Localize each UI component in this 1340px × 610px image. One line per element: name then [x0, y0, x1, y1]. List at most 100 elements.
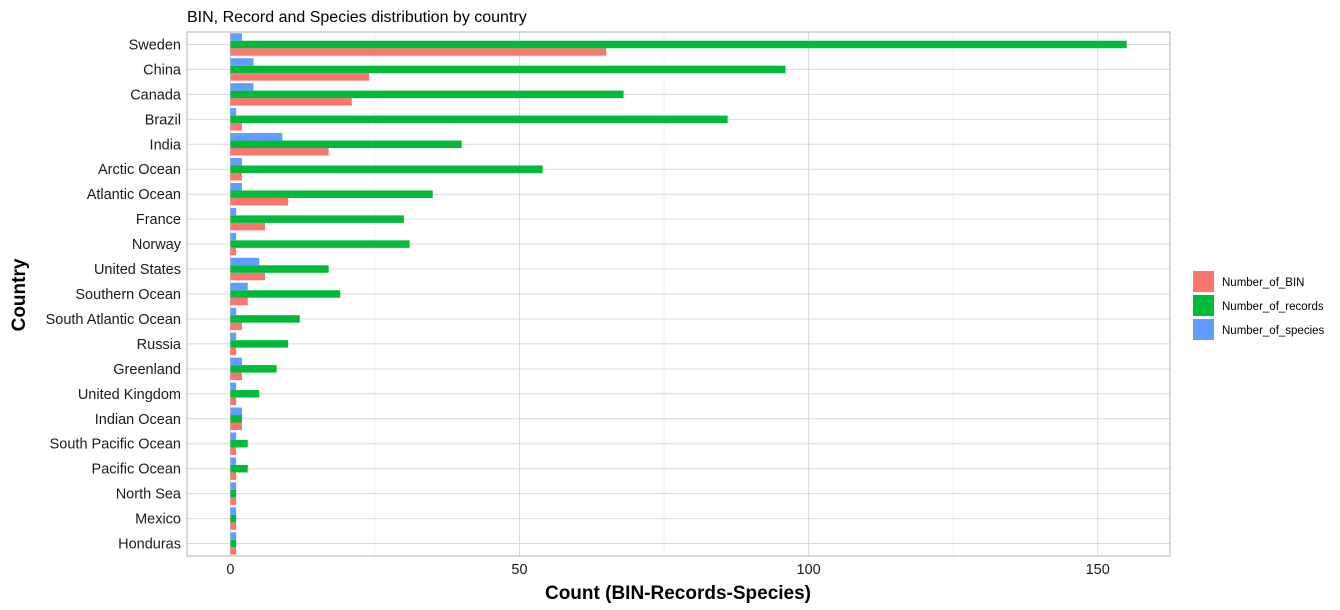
bar-indian-ocean-number-of-bin — [230, 422, 242, 430]
bar-russia-number-of-records — [230, 340, 289, 348]
bar-south-atlantic-ocean-number-of-bin — [230, 322, 242, 331]
bar-mexico-number-of-records — [230, 514, 237, 523]
x-tick-label: 150 — [1086, 562, 1110, 578]
bar-china-number-of-species — [230, 58, 254, 66]
bar-greenland-number-of-bin — [230, 372, 242, 381]
bar-south-atlantic-ocean-number-of-records — [230, 315, 300, 323]
y-tick-label: United States — [94, 262, 181, 278]
x-axis-title: Count (BIN-Records-Species) — [545, 583, 811, 604]
bar-france-number-of-records — [230, 215, 404, 223]
bar-russia-number-of-bin — [230, 347, 237, 356]
bar-united-states-number-of-records — [230, 265, 329, 273]
bar-india-number-of-records — [230, 140, 462, 149]
bar-atlantic-ocean-number-of-records — [230, 190, 433, 198]
bar-honduras-number-of-records — [230, 539, 237, 548]
y-tick-label: United Kingdom — [78, 387, 181, 403]
legend-label: Number_of_records — [1222, 301, 1324, 313]
y-tick-label: India — [150, 137, 182, 153]
bar-india-number-of-species — [230, 133, 283, 141]
bar-pacific-ocean-number-of-species — [230, 457, 237, 465]
bar-pacific-ocean-number-of-records — [230, 464, 248, 473]
x-tick-label: 0 — [226, 562, 234, 578]
bar-honduras-number-of-bin — [230, 547, 237, 555]
legend-label: Number_of_BIN — [1222, 277, 1304, 289]
y-tick-label: Russia — [137, 337, 182, 353]
bar-united-kingdom-number-of-species — [230, 382, 237, 391]
y-tick-label: Greenland — [113, 362, 181, 378]
bar-united-states-number-of-species — [230, 257, 260, 266]
bar-north-sea-number-of-species — [230, 482, 237, 490]
bar-honduras-number-of-species — [230, 532, 237, 540]
bar-pacific-ocean-number-of-bin — [230, 472, 237, 480]
y-tick-label: Canada — [130, 87, 182, 103]
y-tick-label: South Atlantic Ocean — [46, 312, 181, 328]
bar-southern-ocean-number-of-records — [230, 290, 341, 298]
bar-greenland-number-of-species — [230, 357, 242, 366]
bar-atlantic-ocean-number-of-bin — [230, 197, 289, 206]
x-tick-labels: 0 50 100 150 — [226, 562, 1109, 578]
y-tick-label: Honduras — [118, 537, 181, 553]
y-tick-label: Mexico — [135, 512, 181, 528]
bar-south-atlantic-ocean-number-of-species — [230, 307, 237, 316]
bar-china-number-of-records — [230, 65, 786, 74]
y-tick-label: Arctic Ocean — [98, 162, 181, 178]
legend-swatch — [1193, 271, 1214, 292]
y-tick-labels: Sweden China Canada Brazil India Arctic Ocean… — [46, 37, 182, 552]
bar-norway-number-of-bin — [230, 247, 237, 256]
bar-indian-ocean-number-of-records — [230, 415, 242, 423]
bar-mexico-number-of-species — [230, 507, 237, 515]
bar-canada-number-of-species — [230, 83, 254, 91]
y-axis-title: Country — [9, 258, 30, 331]
bar-south-pacific-ocean-number-of-records — [230, 439, 248, 448]
bar-united-kingdom-number-of-bin — [230, 397, 237, 406]
bar-sweden-number-of-bin — [230, 48, 607, 56]
bar-north-sea-number-of-records — [230, 489, 237, 498]
bar-france-number-of-bin — [230, 222, 266, 231]
bar-sweden-number-of-records — [230, 40, 1127, 49]
bar-indian-ocean-number-of-species — [230, 407, 242, 416]
bar-mexico-number-of-bin — [230, 522, 237, 530]
bar-brazil-number-of-records — [230, 115, 728, 124]
y-tick-label: Indian Ocean — [95, 412, 181, 428]
y-tick-label: France — [136, 212, 181, 228]
bar-norway-number-of-records — [230, 240, 410, 248]
bar-france-number-of-species — [230, 207, 237, 216]
y-tick-label: Brazil — [145, 112, 181, 128]
y-tick-label: China — [143, 62, 182, 78]
y-tick-label: North Sea — [116, 487, 182, 503]
bars — [230, 33, 1127, 555]
y-tick-label: Southern Ocean — [75, 287, 181, 303]
bar-canada-number-of-bin — [230, 98, 352, 106]
legend: Number_of_BIN Number_of_records Number_of_… — [1193, 271, 1325, 340]
x-tick-label: 100 — [797, 562, 821, 578]
bar-southern-ocean-number-of-species — [230, 282, 248, 291]
y-tick-label: Sweden — [129, 37, 181, 53]
bar-sweden-number-of-species — [230, 33, 242, 41]
bar-united-states-number-of-bin — [230, 272, 266, 281]
bar-south-pacific-ocean-number-of-bin — [230, 447, 237, 455]
bar-southern-ocean-number-of-bin — [230, 297, 248, 306]
bar-canada-number-of-records — [230, 90, 624, 99]
y-tick-label: Atlantic Ocean — [87, 187, 181, 203]
chart-title: BIN, Record and Species distribution by … — [187, 9, 527, 26]
bar-united-kingdom-number-of-records — [230, 390, 260, 398]
bar-arctic-ocean-number-of-records — [230, 165, 543, 173]
bar-norway-number-of-species — [230, 232, 237, 241]
y-tick-label: Norway — [132, 237, 182, 253]
bar-arctic-ocean-number-of-species — [230, 158, 242, 166]
bar-russia-number-of-species — [230, 332, 237, 341]
bar-arctic-ocean-number-of-bin — [230, 172, 242, 181]
legend-swatch — [1193, 319, 1214, 340]
bar-north-sea-number-of-bin — [230, 497, 237, 505]
bar-brazil-number-of-species — [230, 108, 237, 116]
y-tick-label: South Pacific Ocean — [50, 437, 181, 453]
plot-panel-border — [186, 31, 1171, 557]
bar-india-number-of-bin — [230, 148, 329, 156]
bar-atlantic-ocean-number-of-species — [230, 182, 242, 191]
bar-greenland-number-of-records — [230, 365, 277, 373]
bar-brazil-number-of-bin — [230, 123, 242, 131]
bar-south-pacific-ocean-number-of-species — [230, 432, 237, 440]
x-tick-label: 50 — [511, 562, 527, 578]
